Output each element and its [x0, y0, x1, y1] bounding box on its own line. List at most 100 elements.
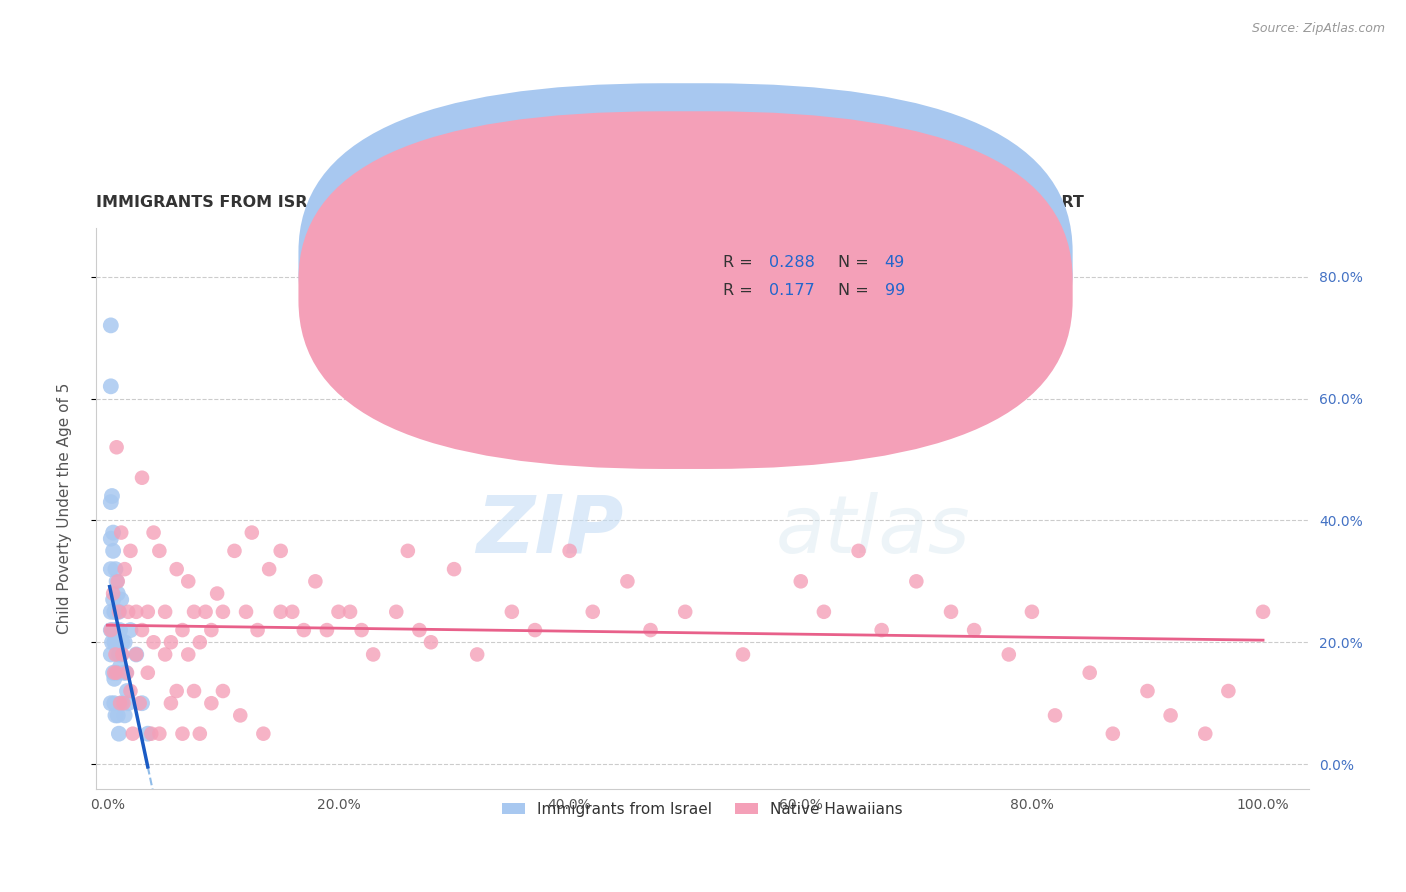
Point	[111, 648, 134, 662]
Point	[114, 635, 136, 649]
Point	[115, 665, 138, 680]
Point	[755, 379, 778, 393]
Point	[166, 562, 188, 576]
Point	[731, 648, 754, 662]
Point	[304, 574, 326, 589]
Point	[101, 623, 124, 637]
Point	[350, 623, 373, 637]
Point	[100, 605, 122, 619]
Point	[1194, 727, 1216, 741]
Point	[104, 708, 127, 723]
Point	[240, 525, 263, 540]
Point	[101, 635, 124, 649]
Point	[177, 574, 200, 589]
Point	[905, 574, 928, 589]
Point	[183, 684, 205, 698]
Point	[870, 623, 893, 637]
FancyBboxPatch shape	[298, 83, 1073, 441]
Text: 99: 99	[884, 283, 905, 298]
Point	[252, 727, 274, 741]
Point	[114, 562, 136, 576]
Point	[101, 586, 124, 600]
Point	[115, 684, 138, 698]
Point	[101, 489, 124, 503]
Point	[166, 684, 188, 698]
Point	[131, 623, 153, 637]
Point	[101, 544, 124, 558]
Point	[107, 708, 129, 723]
Point	[790, 574, 813, 589]
Legend: Immigrants from Israel, Native Hawaiians: Immigrants from Israel, Native Hawaiians	[496, 796, 910, 823]
Point	[160, 635, 183, 649]
Point	[100, 532, 122, 546]
Point	[110, 696, 132, 710]
Point	[188, 635, 211, 649]
Point	[114, 708, 136, 723]
Point	[105, 574, 128, 589]
Point	[270, 544, 292, 558]
Point	[673, 605, 696, 619]
Point	[128, 696, 150, 710]
Point	[108, 696, 131, 710]
Point	[104, 648, 127, 662]
Point	[108, 605, 131, 619]
Point	[108, 727, 131, 741]
Point	[1101, 727, 1123, 741]
Point	[160, 696, 183, 710]
FancyBboxPatch shape	[643, 239, 945, 318]
Point	[1136, 684, 1159, 698]
Point	[523, 623, 546, 637]
Point	[361, 648, 384, 662]
Point	[270, 605, 292, 619]
Point	[1251, 605, 1274, 619]
Text: IMMIGRANTS FROM ISRAEL VS NATIVE HAWAIIAN CHILD POVERTY UNDER THE AGE OF 5 CORRE: IMMIGRANTS FROM ISRAEL VS NATIVE HAWAIIA…	[96, 195, 1084, 210]
Point	[131, 696, 153, 710]
Point	[148, 544, 170, 558]
Point	[103, 696, 125, 710]
Point	[120, 623, 142, 637]
Point	[148, 727, 170, 741]
Point	[408, 623, 430, 637]
Point	[131, 471, 153, 485]
Point	[112, 696, 135, 710]
Point	[136, 727, 159, 741]
Point	[112, 665, 135, 680]
Point	[257, 562, 280, 576]
Point	[229, 708, 252, 723]
Point	[141, 727, 163, 741]
Point	[224, 544, 246, 558]
Point	[104, 635, 127, 649]
Point	[136, 665, 159, 680]
Point	[939, 605, 962, 619]
Point	[136, 605, 159, 619]
Point	[142, 635, 165, 649]
Point	[100, 648, 122, 662]
Point	[110, 648, 132, 662]
Point	[443, 562, 465, 576]
Point	[142, 525, 165, 540]
Point	[107, 635, 129, 649]
Point	[121, 727, 143, 741]
Text: Source: ZipAtlas.com: Source: ZipAtlas.com	[1251, 22, 1385, 36]
Point	[183, 605, 205, 619]
Point	[125, 648, 148, 662]
Point	[100, 318, 122, 333]
Point	[108, 648, 131, 662]
Text: 0.177: 0.177	[769, 283, 815, 298]
Point	[200, 696, 222, 710]
Point	[246, 623, 269, 637]
Point	[111, 635, 134, 649]
Point	[125, 648, 148, 662]
Point	[339, 605, 361, 619]
Point	[105, 665, 128, 680]
Text: 49: 49	[884, 254, 905, 269]
Point	[107, 586, 129, 600]
Point	[120, 684, 142, 698]
Point	[101, 592, 124, 607]
Point	[316, 623, 339, 637]
Point	[1043, 708, 1066, 723]
Point	[100, 495, 122, 509]
Point	[100, 379, 122, 393]
Point	[117, 696, 139, 710]
Point	[153, 605, 176, 619]
